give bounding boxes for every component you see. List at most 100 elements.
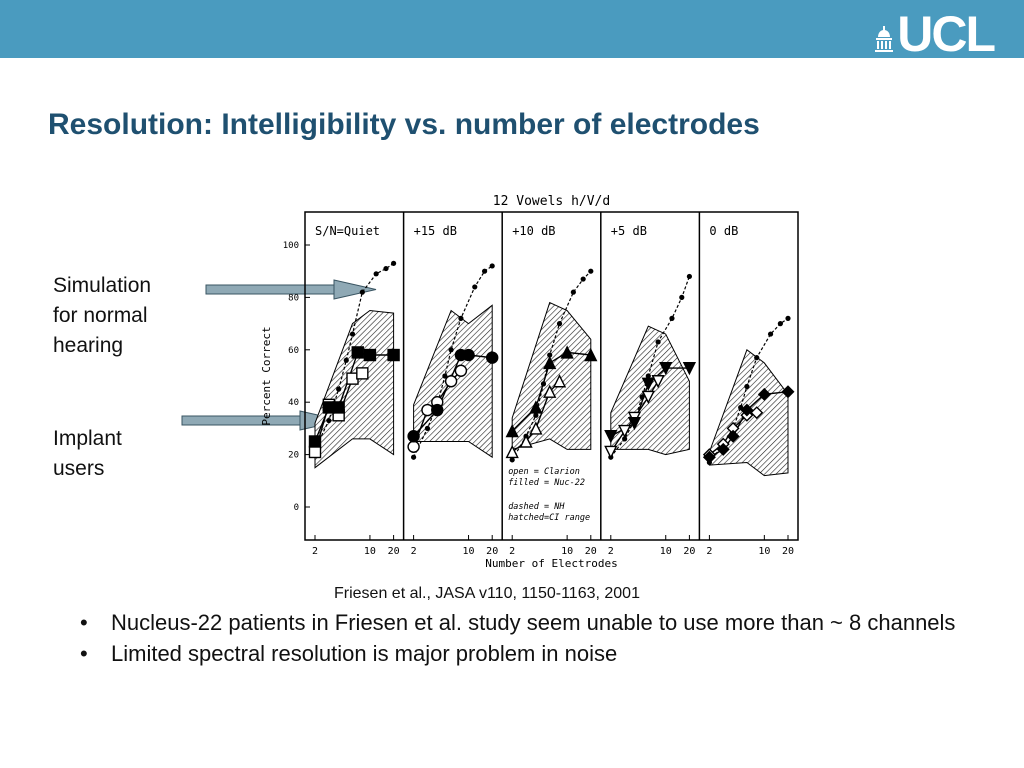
nh-point <box>777 321 783 327</box>
x-tick-label: 10 <box>758 546 770 557</box>
vowel-chart: 12 Vowels h/V/d Number of Electrodes Perce… <box>260 194 799 570</box>
nh-point <box>442 373 448 379</box>
x-tick-label: 2 <box>608 546 614 557</box>
nh-point <box>744 383 750 390</box>
nucleus-point <box>702 450 716 464</box>
clarion-point <box>407 440 420 453</box>
nucleus-point <box>387 348 400 362</box>
nh-point <box>424 425 431 431</box>
panel-label: +15 dB <box>414 224 457 238</box>
nucleus-point <box>332 401 345 414</box>
nh-point <box>489 263 495 269</box>
clarion-point <box>552 374 567 388</box>
y-tick-label: 100 <box>283 241 299 251</box>
y-tick-label: 60 <box>288 346 299 356</box>
panel-label: S/N=Quiet <box>315 224 380 238</box>
nucleus-point <box>757 387 771 401</box>
x-tick-label: 10 <box>561 546 573 557</box>
portico-icon <box>875 26 894 52</box>
legend-entry: filled = Nuc-22 <box>508 478 585 488</box>
nucleus-point <box>308 435 322 448</box>
clarion-point <box>618 424 632 439</box>
panel-label: +10 dB <box>512 224 555 238</box>
nh-point <box>472 284 478 290</box>
plot-frame <box>304 211 799 541</box>
y-tick-label: 40 <box>288 398 299 408</box>
panel-label: 0 dB <box>709 224 738 238</box>
nh-point <box>481 268 488 274</box>
nh-line <box>413 265 493 458</box>
nucleus-point <box>584 347 598 362</box>
clarion-point <box>651 375 665 389</box>
nh-point <box>588 268 594 274</box>
x-tick-label: 2 <box>509 546 515 557</box>
nucleus-point <box>781 385 795 399</box>
y-axis-label: Percent Correct <box>260 326 273 425</box>
y-tick-label: 80 <box>288 293 299 303</box>
clarion-point <box>641 390 655 405</box>
clarion-point <box>543 384 557 398</box>
nucleus-point <box>529 400 543 414</box>
nh-point <box>570 289 576 295</box>
slide-title: Resolution: Intelligibility vs. number o… <box>48 108 760 141</box>
nh-point <box>547 352 553 358</box>
x-tick-label: 10 <box>364 546 376 557</box>
bullet-dot: • <box>80 610 88 635</box>
nh-point <box>336 386 342 392</box>
nh-point <box>349 331 356 337</box>
x-tick-label: 20 <box>486 546 498 557</box>
nh-point <box>669 315 675 321</box>
nucleus-point <box>627 416 642 431</box>
clarion-point <box>519 434 533 448</box>
nucleus-point <box>462 348 475 362</box>
nucleus-point <box>505 423 519 438</box>
ucl-logo: UCL <box>875 6 996 62</box>
nh-point <box>458 315 464 321</box>
nh-point <box>767 331 774 337</box>
figure: 12 Vowels h/V/d Number of Electrodes Perce… <box>250 185 810 575</box>
nucleus-point <box>407 430 420 443</box>
legend-entry: dashed = NH <box>508 502 565 512</box>
callout-simulation: Simulation for normal hearing <box>53 274 152 357</box>
nucleus-point <box>659 361 673 376</box>
nucleus-point <box>560 345 574 359</box>
nh-point <box>754 355 760 361</box>
clarion-point <box>505 444 519 459</box>
citation: Friesen et al., JASA v110, 1150-1163, 20… <box>334 585 640 602</box>
x-tick-label: 20 <box>683 546 695 557</box>
nucleus-point <box>716 442 730 456</box>
x-tick-label: 20 <box>782 546 794 557</box>
nh-point <box>622 436 628 442</box>
clarion-point <box>604 445 618 460</box>
panel-label: +5 dB <box>611 224 647 238</box>
bullet-item: • Nucleus-22 patients in Friesen et al. s… <box>76 607 976 638</box>
nh-point <box>326 417 332 424</box>
nh-point <box>343 357 349 363</box>
bullet-dot: • <box>80 641 88 666</box>
header-bar: UCL <box>0 0 1024 62</box>
x-tick-label: 10 <box>463 546 475 557</box>
logo-text: UCL <box>897 6 996 62</box>
clarion-point <box>454 364 468 377</box>
nh-point <box>373 271 379 277</box>
clarion-point <box>356 367 369 380</box>
arrow-simulation <box>205 279 377 300</box>
nucleus-point <box>431 403 444 417</box>
nh-point <box>785 315 791 321</box>
nh-point <box>509 457 515 463</box>
nucleus-point <box>726 429 740 443</box>
y-tick-label: 0 <box>294 503 299 513</box>
chart-title: 12 Vowels h/V/d <box>493 194 610 209</box>
bullet-list: • Nucleus-22 patients in Friesen et al. s… <box>76 607 976 669</box>
ci-range-band <box>511 301 592 451</box>
bullet-item: • Limited spectral resolution is major pr… <box>76 638 976 669</box>
x-tick-label: 20 <box>585 546 597 557</box>
ci-range-band <box>610 325 690 456</box>
clarion-point <box>308 445 322 459</box>
x-tick-label: 2 <box>312 546 318 557</box>
nh-point <box>580 276 586 282</box>
callout-implant: Implant users <box>53 427 122 480</box>
nh-point <box>556 321 563 327</box>
legend-entry: hatched=CI range <box>508 513 590 523</box>
legend-entry: open = Clarion <box>508 467 580 477</box>
